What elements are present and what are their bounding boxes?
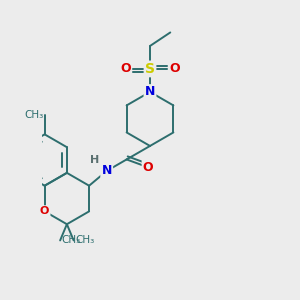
Text: O: O: [169, 62, 180, 75]
Text: CH₃: CH₃: [24, 110, 43, 121]
Text: O: O: [143, 161, 154, 174]
Text: N: N: [101, 164, 112, 177]
Text: CH₃: CH₃: [75, 236, 94, 245]
Text: CH₃: CH₃: [61, 236, 81, 245]
Text: H: H: [90, 154, 99, 165]
Text: O: O: [120, 62, 131, 75]
Text: N: N: [145, 85, 155, 98]
Text: O: O: [40, 206, 49, 216]
Text: S: S: [145, 62, 155, 76]
